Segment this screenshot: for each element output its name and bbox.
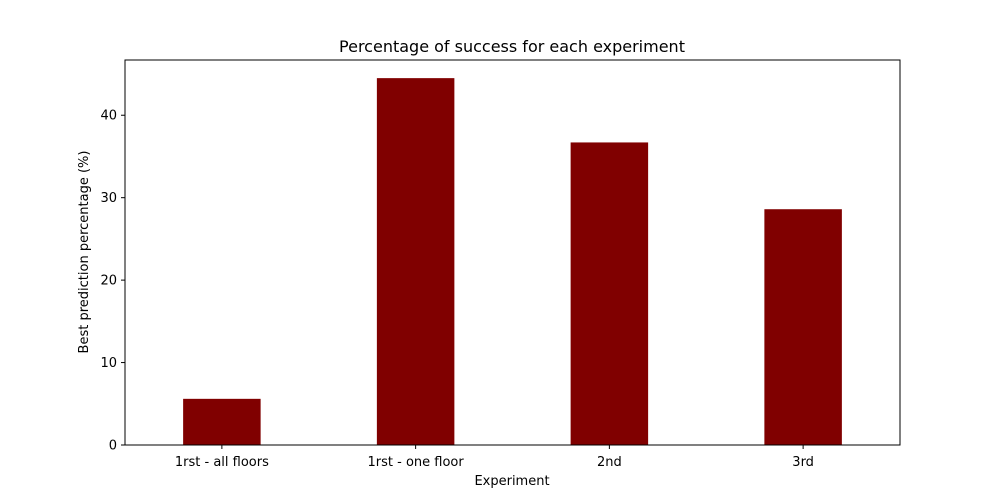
x-tick-label: 3rd (792, 455, 814, 470)
y-tick-label: 10 (100, 356, 117, 371)
bar-1 (376, 78, 455, 445)
y-tick-label: 0 (109, 439, 117, 454)
y-tick-label: 30 (100, 191, 117, 206)
x-tick-label: 1rst - all floors (175, 455, 269, 470)
y-axis-ticks: 0 10 20 30 40 (100, 109, 125, 454)
x-axis-label: Experiment (474, 474, 549, 489)
bar-2 (570, 142, 649, 446)
x-tick-label: 1rst - one floor (368, 455, 465, 470)
chart-title: Percentage of success for each experimen… (339, 37, 685, 56)
y-tick-label: 40 (100, 109, 117, 124)
y-axis-label: Best prediction percentage (%) (77, 151, 92, 354)
bar-3 (764, 209, 842, 445)
x-axis-ticks: 1rst - all floors 1rst - one floor 2nd 3rd (175, 445, 814, 470)
y-tick-label: 20 (100, 274, 117, 289)
bars-group (183, 78, 842, 446)
bar-0 (183, 398, 261, 445)
plot-frame (124, 59, 901, 446)
x-tick-label: 2nd (597, 455, 622, 470)
